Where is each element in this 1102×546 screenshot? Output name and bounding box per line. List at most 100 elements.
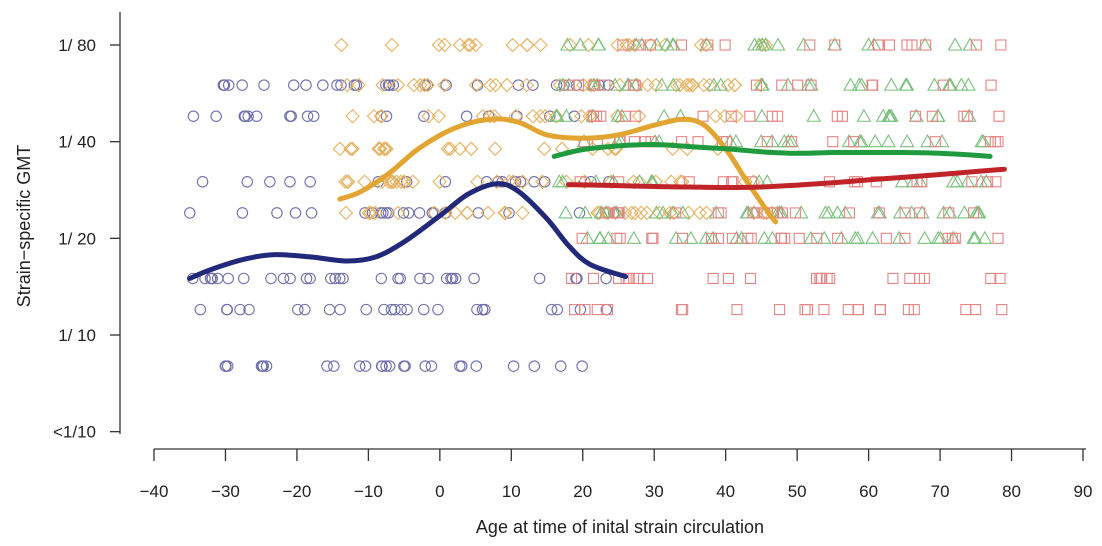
- x-tick-label: −20: [283, 482, 312, 501]
- data-point-circle: [440, 79, 452, 91]
- data-point-diamond: [339, 77, 355, 93]
- data-point-triangle: [806, 108, 822, 122]
- data-point-circle: [304, 272, 316, 285]
- x-tick-label: 20: [573, 482, 592, 501]
- data-point-triangle: [891, 230, 907, 244]
- data-point-triangle: [856, 108, 872, 122]
- data-point-triangle: [816, 230, 832, 244]
- data-point-circle: [439, 176, 452, 188]
- data-point-diamond: [340, 174, 355, 190]
- data-point-square: [848, 136, 860, 148]
- data-point-triangle: [881, 134, 896, 148]
- data-point-square: [563, 79, 575, 91]
- data-point-diamond: [533, 108, 548, 124]
- data-point-square: [566, 272, 578, 285]
- data-point-square: [677, 304, 689, 316]
- data-point-square: [937, 79, 949, 91]
- data-point-diamond: [538, 108, 553, 124]
- data-point-diamond: [612, 77, 627, 93]
- data-point-square: [744, 272, 757, 285]
- data-point-square: [995, 39, 1007, 51]
- data-point-diamond: [482, 108, 498, 124]
- data-point-square: [982, 176, 994, 188]
- data-point-triangle: [894, 174, 910, 188]
- data-point-circle: [554, 360, 567, 372]
- data-point-square: [793, 232, 805, 244]
- data-point-square: [867, 79, 879, 91]
- data-point-square: [792, 79, 804, 91]
- x-tick-label: −30: [211, 482, 240, 501]
- data-point-square: [926, 110, 938, 122]
- data-point-circle: [454, 360, 466, 372]
- data-point-triangle: [770, 37, 786, 51]
- data-point-square: [712, 207, 724, 219]
- data-point-circle: [328, 360, 340, 372]
- data-point-square: [774, 304, 786, 316]
- fit-line: [551, 141, 993, 159]
- data-point-triangle: [843, 77, 858, 91]
- data-point-square: [600, 207, 612, 219]
- data-point-diamond: [366, 108, 382, 124]
- data-point-square: [920, 39, 932, 51]
- data-point-square: [970, 304, 982, 316]
- data-point-triangle: [960, 77, 976, 91]
- data-point-diamond: [417, 77, 432, 93]
- data-point-circle: [258, 79, 270, 91]
- y-tick-label: 1/ 40: [58, 133, 96, 152]
- data-point-circle: [260, 360, 273, 372]
- data-point-triangle: [754, 108, 770, 122]
- data-point-triangle: [899, 77, 915, 91]
- data-point-diamond: [499, 77, 515, 93]
- data-point-circle: [301, 110, 314, 122]
- data-point-diamond: [390, 77, 406, 93]
- data-point-circle: [329, 272, 341, 285]
- data-point-square: [908, 304, 920, 316]
- data-point-circle: [359, 207, 371, 219]
- data-point-triangle: [953, 77, 969, 91]
- data-point-circle: [217, 79, 230, 91]
- y-tick-label: <1/10: [53, 423, 96, 442]
- data-point-square: [887, 272, 899, 285]
- data-point-diamond: [639, 205, 655, 221]
- data-point-triangle: [851, 77, 867, 91]
- data-point-square: [705, 232, 717, 244]
- data-point-circle: [400, 176, 413, 188]
- data-point-square: [970, 39, 982, 51]
- data-point-diamond: [368, 205, 383, 221]
- data-point-square: [587, 272, 600, 285]
- data-point-circle: [288, 79, 300, 91]
- data-point-circle: [413, 207, 426, 219]
- data-point-circle: [265, 272, 277, 285]
- data-point-circle: [576, 360, 588, 372]
- data-point-square: [742, 232, 754, 244]
- data-point-circle: [401, 303, 413, 316]
- data-point-triangle: [591, 37, 607, 51]
- data-point-square: [990, 176, 1002, 188]
- data-point-square: [629, 110, 641, 122]
- data-point-diamond: [463, 141, 479, 157]
- data-point-diamond: [420, 77, 435, 93]
- data-point-triangle: [847, 230, 863, 244]
- data-point-triangle: [592, 230, 608, 244]
- data-point-triangle: [821, 205, 837, 219]
- data-point-square: [697, 110, 709, 122]
- data-point-diamond: [489, 174, 505, 190]
- data-point-triangle: [796, 37, 811, 51]
- data-point-triangle: [962, 37, 978, 51]
- data-point-square: [852, 304, 864, 316]
- data-point-square: [620, 110, 632, 122]
- x-tick-label: 10: [502, 482, 521, 501]
- data-point-diamond: [468, 77, 484, 93]
- data-point-circle: [512, 79, 525, 91]
- data-point-circle: [284, 272, 296, 285]
- data-point-triangle: [654, 77, 670, 91]
- data-point-square: [827, 136, 839, 148]
- data-point-triangle: [852, 134, 868, 148]
- fit-line: [566, 166, 1007, 190]
- data-point-circle: [383, 360, 396, 372]
- data-point-diamond: [684, 77, 700, 93]
- y-tick-label: 1/ 20: [58, 229, 96, 248]
- data-point-circle: [348, 79, 361, 91]
- data-point-square: [901, 39, 913, 51]
